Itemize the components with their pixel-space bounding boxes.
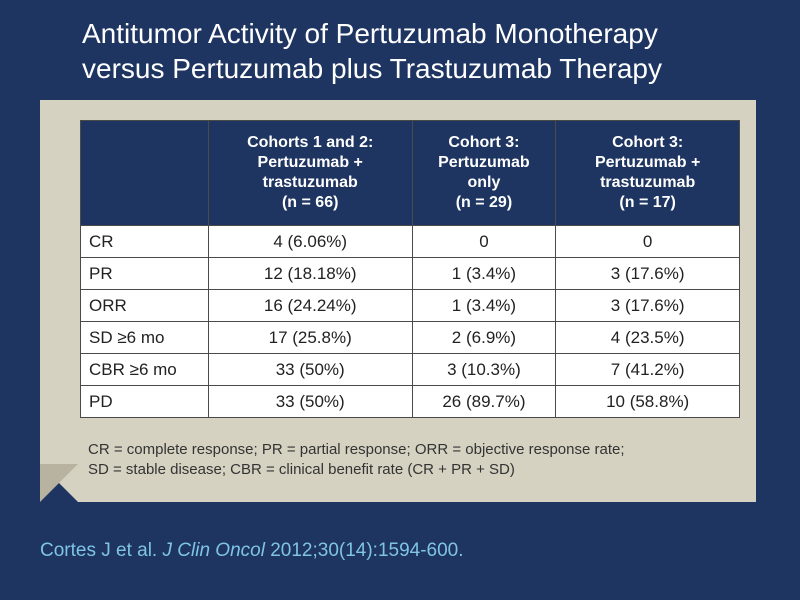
table-cell: 26 (89.7%)	[411, 385, 557, 418]
table-cell: 2 (6.9%)	[411, 321, 557, 354]
table-row-pr: PR 12 (18.18%) 1 (3.4%) 3 (17.6%)	[80, 257, 740, 290]
title-line-2: versus Pertuzumab plus Trastuzumab Thera…	[82, 53, 662, 84]
table-row-cbr: CBR ≥6 mo 33 (50%) 3 (10.3%) 7 (41.2%)	[80, 353, 740, 386]
table-header-row: Cohorts 1 and 2: Pertuzumab + trastuzuma…	[80, 120, 740, 226]
row-label: PR	[80, 257, 209, 290]
header-line: Cohort 3:	[448, 134, 520, 151]
table-cell: 0	[555, 225, 740, 258]
table-row-cr: CR 4 (6.06%) 0 0	[80, 225, 740, 258]
panel-folded-corner	[40, 464, 78, 502]
table-row-orr: ORR 16 (24.24%) 1 (3.4%) 3 (17.6%)	[80, 289, 740, 322]
table-cell: 16 (24.24%)	[207, 289, 413, 322]
header-corner-cell	[80, 120, 209, 226]
table-row-sd: SD ≥6 mo 17 (25.8%) 2 (6.9%) 4 (23.5%)	[80, 321, 740, 354]
header-line: (n = 66)	[281, 194, 339, 211]
footnote-line-1: CR = complete response; PR = partial res…	[88, 441, 625, 458]
row-label: CR	[80, 225, 209, 258]
header-line: trastuzumab	[262, 174, 358, 191]
table-cell: 33 (50%)	[207, 385, 413, 418]
table-cell: 17 (25.8%)	[207, 321, 413, 354]
row-label: ORR	[80, 289, 209, 322]
header-line: (n = 17)	[619, 194, 676, 211]
table-cell: 4 (23.5%)	[555, 321, 740, 354]
results-table: Cohorts 1 and 2: Pertuzumab + trastuzuma…	[80, 120, 740, 418]
table-cell: 3 (17.6%)	[555, 257, 740, 290]
citation-authors: Cortes J et al.	[40, 540, 158, 561]
table-cell: 3 (10.3%)	[411, 353, 557, 386]
header-cohort-3-combination: Cohort 3: Pertuzumab + trastuzumab (n = …	[555, 120, 740, 226]
citation: Cortes J et al. J Clin Oncol 2012;30(14)…	[40, 540, 464, 562]
table-cell: 3 (17.6%)	[555, 289, 740, 322]
table-cell: 4 (6.06%)	[207, 225, 413, 258]
table-cell: 33 (50%)	[207, 353, 413, 386]
header-line: Cohorts 1 and 2:	[247, 134, 374, 151]
table-cell: 0	[411, 225, 557, 258]
table-cell: 10 (58.8%)	[555, 385, 740, 418]
abbreviations-footnote: CR = complete response; PR = partial res…	[88, 440, 738, 480]
slide-title: Antitumor Activity of Pertuzumab Monothe…	[82, 16, 782, 86]
table-cell: 12 (18.18%)	[207, 257, 413, 290]
table-row-pd: PD 33 (50%) 26 (89.7%) 10 (58.8%)	[80, 385, 740, 418]
title-line-1: Antitumor Activity of Pertuzumab Monothe…	[82, 18, 658, 49]
footnote-line-2: SD = stable disease; CBR = clinical bene…	[88, 461, 515, 478]
table-cell: 1 (3.4%)	[411, 289, 557, 322]
header-line: Cohort 3:	[612, 134, 684, 151]
header-line: Pertuzumab +	[257, 154, 363, 171]
header-line: Pertuzumab	[438, 154, 530, 171]
table-cell: 7 (41.2%)	[555, 353, 740, 386]
row-label: CBR ≥6 mo	[80, 353, 209, 386]
header-cohorts-1-2: Cohorts 1 and 2: Pertuzumab + trastuzuma…	[207, 120, 413, 226]
header-cohort-3-pertuzumab-only: Cohort 3: Pertuzumab only (n = 29)	[411, 120, 557, 226]
header-line: trastuzumab	[600, 174, 696, 191]
row-label: SD ≥6 mo	[80, 321, 209, 354]
header-line: Pertuzumab +	[594, 154, 701, 171]
header-line: only	[467, 174, 501, 191]
table-cell: 1 (3.4%)	[411, 257, 557, 290]
citation-journal: J Clin Oncol	[162, 540, 265, 561]
row-label: PD	[80, 385, 209, 418]
citation-reference: 2012;30(14):1594-600.	[270, 540, 464, 561]
header-line: (n = 29)	[455, 194, 513, 211]
